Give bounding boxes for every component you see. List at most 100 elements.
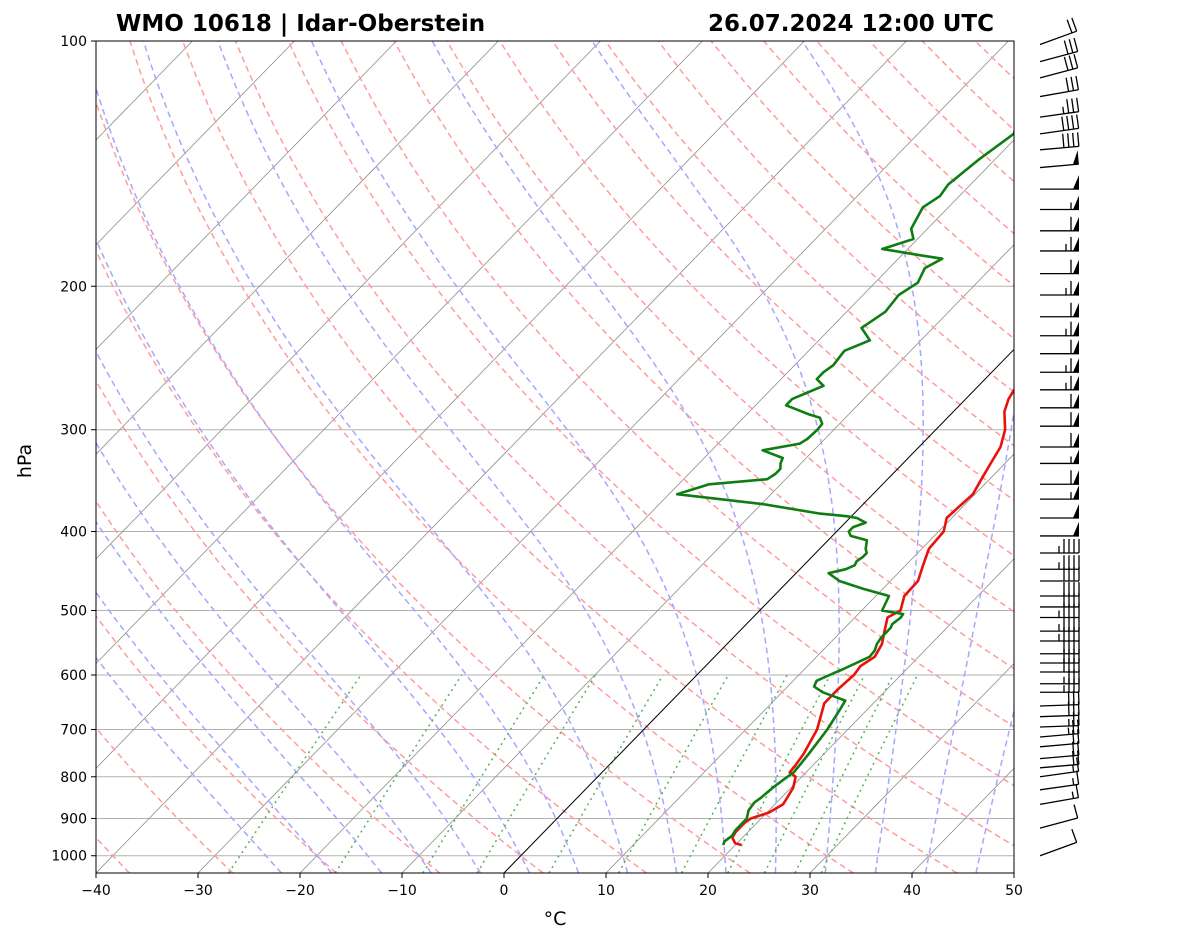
- dry-adiabat-line: [393, 41, 1014, 670]
- wind-barb-shaft: [1039, 50, 1078, 63]
- isotherm-line: [96, 41, 907, 873]
- wind-barb-shaft: [1039, 754, 1079, 760]
- wind-barb-full: [1076, 114, 1080, 129]
- dry-adiabat-line: [1028, 41, 1181, 873]
- wind-barb-flag: [1073, 339, 1079, 354]
- isotherm-line: [401, 244, 1014, 873]
- wind-barb: [1039, 114, 1080, 135]
- temperature-profile-line: [731, 387, 1014, 847]
- mixing-ratio-line: [794, 674, 894, 873]
- chart-title-station: WMO 10618 | Idar-Oberstein: [116, 11, 485, 37]
- wind-barb-full: [1062, 133, 1065, 148]
- y-tick-label: 600: [60, 668, 87, 684]
- isotherm-line: [299, 139, 1014, 873]
- isotherm-line: [605, 453, 1014, 873]
- wind-barb: [1040, 470, 1079, 485]
- isotherm-line: [707, 558, 1014, 873]
- wind-barb-shaft: [1039, 742, 1079, 748]
- wind-barb-shaft: [1039, 841, 1077, 857]
- y-tick-label: 400: [60, 525, 87, 541]
- wind-barb-flag: [1073, 236, 1079, 251]
- wind-barb: [1040, 259, 1079, 275]
- wind-barb-flag: [1073, 449, 1079, 464]
- y-tick-label: 300: [60, 423, 87, 439]
- profile-series: [675, 128, 1014, 847]
- dry-adiabat-line: [96, 248, 647, 873]
- wind-barb-full: [1072, 750, 1075, 765]
- moist-adiabat-line: [924, 407, 1014, 873]
- wind-barb-full: [1076, 132, 1080, 147]
- wind-barb-full: [1068, 55, 1074, 70]
- dry-adiabat-line: [604, 41, 1014, 447]
- wind-barb-flag: [1073, 521, 1079, 536]
- mixing-ratio-line: [548, 674, 664, 873]
- wind-barb: [1039, 17, 1078, 46]
- wind-barb: [1040, 503, 1079, 519]
- wind-barb-shaft: [1039, 704, 1079, 707]
- wind-barb-full: [1061, 116, 1065, 131]
- wind-barb-full: [1067, 133, 1070, 148]
- plot-frame: [95, 40, 1015, 874]
- wind-barb-flag: [1073, 358, 1079, 373]
- isotherm-line: [96, 41, 499, 455]
- moist-adiabat-line: [96, 349, 482, 873]
- wind-barb-shaft: [1039, 797, 1079, 806]
- wind-barb-full: [1075, 783, 1080, 798]
- wind-barb-full: [1076, 750, 1080, 765]
- wind-barb: [1040, 521, 1079, 537]
- y-tick-label: 1000: [51, 849, 87, 865]
- mixing-ratio-line: [680, 674, 788, 873]
- wind-barb: [1040, 280, 1079, 296]
- mixing-ratio-line: [227, 674, 362, 873]
- x-tick-label: −30: [183, 883, 213, 899]
- isobar-grid: [96, 41, 1014, 857]
- moist-adiabats: [96, 41, 1014, 873]
- wind-barb: [1039, 75, 1080, 98]
- zero-isotherm: [503, 348, 1014, 873]
- wind-barb-full: [1066, 99, 1070, 114]
- wind-barb-flag: [1073, 259, 1079, 274]
- wind-barb: [1040, 432, 1079, 448]
- wind-barb: [1040, 195, 1079, 211]
- wind-barb: [1040, 412, 1079, 427]
- y-axis-ticks: 100 200 300 400 500 600 700 800 900 1000: [51, 34, 96, 865]
- isotherm-line: [96, 41, 703, 665]
- wind-barb: [1039, 54, 1079, 79]
- moist-adiabat-line: [975, 708, 1014, 873]
- dry-adiabat-line: [657, 41, 1014, 393]
- moist-adiabat-line: [96, 85, 580, 873]
- isotherm-line: [96, 41, 295, 246]
- x-tick-label: 40: [903, 883, 921, 899]
- wind-barb-full: [1063, 56, 1069, 71]
- y-tick-label: 900: [60, 811, 87, 827]
- wind-barb-full: [1073, 37, 1079, 52]
- wind-barb: [1039, 783, 1080, 806]
- wind-barb: [1040, 658, 1080, 673]
- y-tick-label: 100: [60, 34, 87, 50]
- wind-barb-shaft: [1039, 770, 1079, 778]
- wind-barb: [1040, 648, 1080, 664]
- wind-barb-full: [1063, 40, 1069, 55]
- dry-adiabat-line: [340, 41, 1014, 728]
- wind-barb: [1039, 150, 1079, 169]
- isotherm-line: [96, 41, 397, 350]
- isotherm-line: [96, 41, 601, 560]
- wind-barb-full: [1068, 39, 1074, 53]
- wind-barb-flag: [1073, 470, 1079, 485]
- wind-barb: [1040, 358, 1079, 373]
- dry-adiabat-line: [181, 41, 958, 873]
- x-tick-label: 30: [801, 883, 819, 899]
- wind-barb-flag: [1073, 195, 1079, 210]
- wind-barb-full: [1072, 729, 1075, 744]
- wind-barb: [1039, 750, 1080, 769]
- y-tick-label: 700: [60, 723, 87, 739]
- wind-barb-half: [1071, 791, 1075, 799]
- wind-barb-flag: [1073, 280, 1079, 295]
- dry-adiabat-line: [96, 100, 751, 873]
- wind-barb: [1040, 582, 1080, 597]
- wind-barb: [1040, 216, 1079, 232]
- y-tick-label: 800: [60, 770, 87, 786]
- dry-adiabat-line: [551, 41, 1014, 502]
- dry-adiabat-line: [234, 41, 1014, 847]
